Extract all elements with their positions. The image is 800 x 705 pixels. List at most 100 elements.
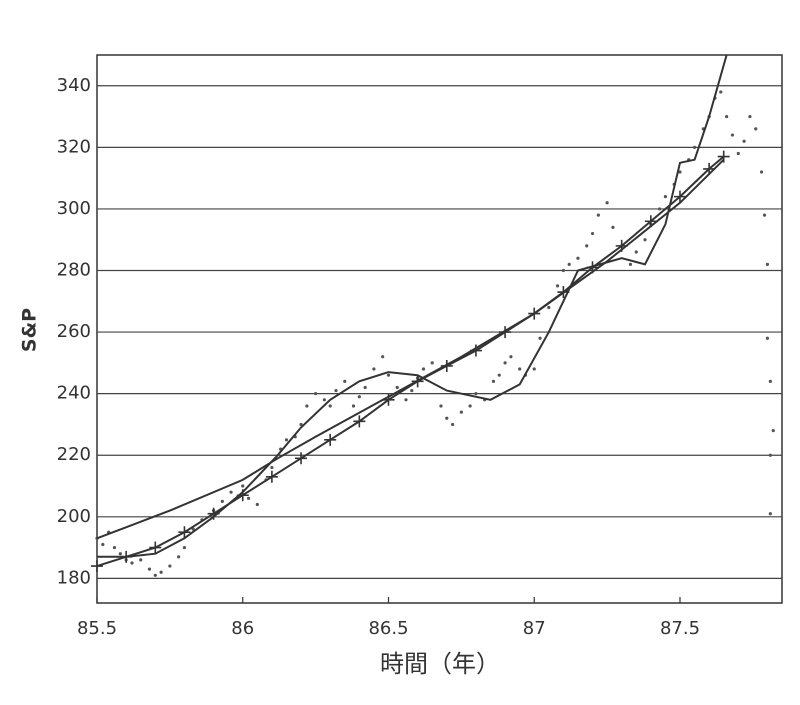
data-point bbox=[736, 151, 740, 156]
data-point bbox=[576, 256, 580, 260]
data-point bbox=[643, 238, 647, 242]
plus-marker bbox=[91, 560, 103, 573]
data-point bbox=[159, 570, 163, 574]
data-point bbox=[328, 404, 332, 408]
data-point bbox=[628, 262, 633, 266]
y-tick-label: 260 bbox=[57, 321, 91, 342]
x-tick-label: 86 bbox=[231, 618, 254, 639]
plus-marker bbox=[295, 452, 308, 465]
data-point bbox=[657, 207, 662, 211]
data-point bbox=[168, 564, 172, 568]
data-point bbox=[663, 195, 668, 199]
y-tick-label: 240 bbox=[57, 383, 91, 404]
data-point bbox=[532, 367, 536, 371]
plus-marker bbox=[673, 190, 686, 203]
x-tick-label: 87 bbox=[523, 618, 546, 639]
fit-line bbox=[96, 155, 725, 568]
data-point bbox=[118, 552, 122, 556]
data-point bbox=[567, 262, 571, 266]
plus-marker bbox=[149, 541, 162, 554]
data-point bbox=[451, 422, 455, 427]
y-tick-label: 320 bbox=[57, 136, 91, 157]
data-point bbox=[229, 490, 233, 494]
data-point bbox=[748, 114, 752, 119]
data-point bbox=[255, 502, 259, 507]
data-point bbox=[719, 90, 723, 94]
y-tick-label: 280 bbox=[57, 260, 91, 281]
data-point bbox=[759, 170, 764, 174]
y-tick-label: 200 bbox=[57, 506, 91, 527]
data-point bbox=[561, 268, 565, 273]
data-point bbox=[768, 512, 772, 516]
data-point bbox=[538, 336, 542, 340]
data-point bbox=[596, 213, 600, 217]
data-point bbox=[439, 404, 443, 408]
data-point bbox=[246, 496, 251, 500]
data-point bbox=[430, 361, 434, 365]
data-point bbox=[381, 355, 385, 359]
data-point bbox=[220, 499, 224, 504]
data-point bbox=[762, 213, 767, 217]
plus-marker bbox=[265, 470, 278, 483]
data-point bbox=[314, 392, 318, 396]
data-point bbox=[421, 367, 426, 371]
data-point bbox=[445, 416, 449, 420]
data-point bbox=[518, 367, 522, 371]
data-point bbox=[585, 244, 589, 248]
plus-marker bbox=[178, 526, 191, 539]
data-point bbox=[468, 404, 472, 408]
data-point bbox=[547, 305, 551, 310]
x-tick-label: 85.5 bbox=[77, 618, 117, 639]
data-point bbox=[678, 170, 682, 174]
y-tick-label: 220 bbox=[57, 444, 91, 465]
data-point bbox=[284, 438, 289, 442]
data-point bbox=[768, 453, 772, 457]
data-point bbox=[768, 379, 772, 383]
y-tick-label: 180 bbox=[57, 567, 91, 588]
data-point bbox=[241, 484, 245, 488]
data-point bbox=[343, 379, 347, 383]
data-point bbox=[153, 573, 157, 577]
data-point bbox=[555, 284, 560, 288]
data-point bbox=[112, 545, 117, 550]
data-point bbox=[334, 388, 338, 393]
data-point bbox=[725, 114, 729, 119]
data-point bbox=[459, 410, 463, 414]
data-point bbox=[730, 133, 735, 137]
data-point bbox=[130, 561, 134, 565]
data-point bbox=[139, 558, 143, 562]
data-point bbox=[491, 379, 496, 383]
data-point bbox=[357, 395, 361, 399]
data-point bbox=[182, 545, 187, 550]
data-point bbox=[474, 392, 478, 396]
y-tick-label: 340 bbox=[57, 75, 91, 96]
data-point bbox=[386, 373, 391, 377]
data-point bbox=[634, 250, 638, 254]
plus-marker bbox=[324, 433, 337, 446]
smooth-curve bbox=[96, 158, 725, 540]
data-point bbox=[305, 404, 309, 408]
data-point bbox=[742, 139, 746, 143]
smooth-curve bbox=[97, 54, 728, 558]
data-point bbox=[404, 398, 408, 402]
data-point bbox=[754, 127, 758, 131]
data-point bbox=[351, 404, 356, 408]
y-axis-label: S&P bbox=[19, 308, 41, 352]
data-point bbox=[605, 201, 609, 205]
data-point bbox=[692, 145, 697, 149]
data-point bbox=[611, 225, 615, 230]
data-point bbox=[410, 388, 414, 393]
y-tick-label: 300 bbox=[57, 198, 91, 219]
x-tick-label: 87.5 bbox=[660, 618, 700, 639]
data-point bbox=[590, 231, 595, 236]
data-point bbox=[101, 542, 105, 547]
data-point bbox=[395, 385, 399, 390]
data-point bbox=[497, 373, 501, 377]
data-point bbox=[322, 398, 326, 402]
data-point bbox=[503, 361, 507, 365]
data-point bbox=[765, 336, 770, 340]
data-point bbox=[372, 367, 376, 371]
data-point bbox=[765, 262, 770, 266]
